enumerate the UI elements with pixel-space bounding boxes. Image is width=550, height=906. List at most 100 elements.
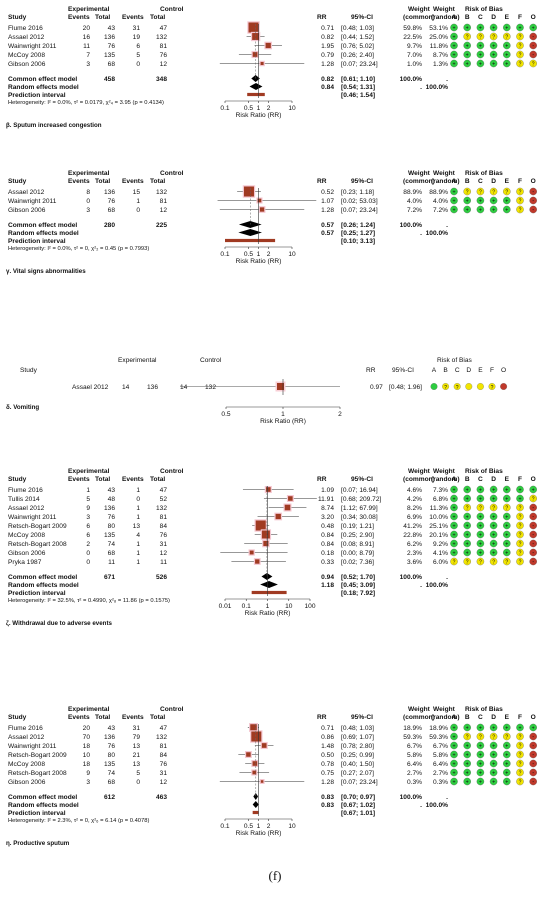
rr-value: 0.18: [321, 550, 334, 557]
bias-dot: [516, 741, 524, 750]
control-events: 4: [136, 532, 140, 539]
bias-question-mark: ?: [492, 189, 495, 195]
bias-plus-mark: +: [492, 725, 495, 731]
ci-value: [0.02; 7.36]: [341, 559, 374, 566]
experimental-total: 68: [108, 207, 116, 214]
random-rr-value: 0.84: [321, 84, 334, 91]
bias-dot: [450, 539, 458, 548]
bias-question-mark: ?: [519, 541, 522, 547]
rr-value: 1.48: [321, 743, 334, 750]
experimental-events: 1: [86, 487, 90, 494]
bias-plus-mark: +: [505, 550, 508, 556]
bias-plus-mark: +: [492, 496, 495, 502]
bias-dot: [463, 521, 471, 530]
bias-question-mark: ?: [479, 189, 482, 195]
bias-plus-mark: +: [505, 541, 508, 547]
common-effect-label: Common effect model: [8, 222, 77, 229]
control-events: 13: [133, 523, 141, 530]
bias-dot: [529, 759, 537, 768]
bias-dot: [529, 196, 537, 205]
control-events: 21: [133, 752, 141, 759]
bias-letter-header: O: [501, 367, 506, 374]
bias-dot: [476, 383, 484, 390]
x-tick-label: 2: [267, 251, 271, 258]
bias-plus-mark: +: [479, 207, 482, 213]
control-header: Control: [160, 706, 184, 713]
weight-random-value: 6.4%: [433, 761, 448, 768]
ci-value: [0.25; 2.90]: [341, 532, 374, 539]
bias-dot: [516, 759, 524, 768]
bias-dot: [488, 383, 496, 390]
bias-question-mark: ?: [519, 207, 522, 213]
bias-dot: [503, 741, 511, 750]
bias-question-mark: ?: [505, 505, 508, 511]
experimental-events: 5: [86, 496, 90, 503]
bias-plus-mark: +: [466, 198, 469, 204]
bias-question-mark: ?: [505, 189, 508, 195]
rr-square: [263, 540, 269, 547]
bias-dot: [529, 41, 537, 50]
bias-dot: [503, 205, 511, 214]
bias-plus-mark: +: [532, 725, 535, 731]
bias-plus-mark: +: [505, 761, 508, 767]
bias-dot: [516, 503, 524, 512]
bias-question-mark: ?: [479, 505, 482, 511]
bias-plus-mark: +: [479, 761, 482, 767]
bias-dot: [450, 503, 458, 512]
bias-plus-mark: +: [479, 43, 482, 49]
control-events: 13: [133, 761, 141, 768]
rr-square: [252, 761, 258, 766]
bias-dot: [489, 485, 498, 494]
bias-dot: [503, 23, 511, 32]
control-events-header: Events: [122, 476, 144, 483]
bias-dot: [529, 732, 537, 741]
bias-dot: [503, 494, 511, 503]
bias-dot: [476, 548, 485, 557]
bias-letter-header: O: [531, 178, 536, 185]
weight-random-value: 0.3%: [433, 779, 448, 786]
bias-minus-mark: -: [532, 505, 534, 511]
bias-dot: [463, 723, 471, 732]
forest-panel: Experimental Control Weight Weight Risk of B…: [6, 468, 537, 627]
bias-minus-mark: -: [532, 550, 534, 556]
study-name: Wainwright 2011: [8, 514, 57, 521]
bias-dot: [516, 50, 524, 59]
study-name: McCoy 2008: [8, 532, 45, 539]
bias-dot: [476, 32, 485, 41]
rr-value: 1.95: [321, 43, 334, 50]
bias-question-mark: ?: [519, 505, 522, 511]
bias-letter-header: C: [478, 714, 483, 721]
bias-dot: [450, 750, 458, 759]
ci-value: [0.02; 53.03]: [341, 198, 378, 205]
experimental-header: Experimental: [118, 357, 157, 364]
bias-plus-mark: +: [452, 61, 455, 67]
control-events: 15: [133, 189, 141, 196]
bias-dot: [503, 503, 511, 512]
bias-dot: [503, 530, 511, 539]
bias-question-mark: ?: [492, 734, 495, 740]
heterogeneity-text: Heterogeneity: I² = 0.0%, τ² = 0, χ²₂ = …: [8, 246, 149, 252]
weight-random-value: 4.1%: [433, 550, 448, 557]
bias-plus-mark: +: [466, 514, 469, 520]
rr-value: 0.84: [321, 541, 334, 548]
control-total: 81: [160, 743, 168, 750]
rr-value: 0.97: [370, 384, 383, 391]
experimental-total: 135: [104, 532, 115, 539]
weight-random-value: 11.8%: [430, 43, 448, 50]
bias-dot: [463, 768, 471, 777]
experimental-total: 68: [108, 550, 116, 557]
bias-question-mark: ?: [505, 559, 508, 565]
weight-random-subheader: (random): [431, 178, 460, 185]
bias-dot: [529, 557, 537, 566]
common-experimental-total: 671: [104, 574, 115, 581]
bias-plus-mark: +: [492, 25, 495, 31]
bias-dot: [489, 32, 498, 41]
bias-plus-mark: +: [492, 487, 495, 493]
bias-plus-mark: +: [492, 514, 495, 520]
experimental-events-header: Events: [68, 714, 90, 721]
experimental-events: 7: [86, 52, 90, 59]
weight-common-value: 9.7%: [407, 43, 422, 50]
bias-plus-mark: +: [505, 752, 508, 758]
bias-dot: [503, 485, 511, 494]
weight-random-header: Weight: [433, 706, 456, 713]
